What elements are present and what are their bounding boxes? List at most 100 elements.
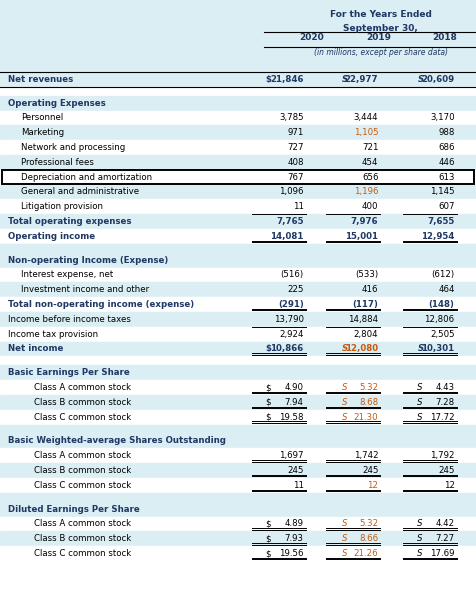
Text: 12,080: 12,080 (345, 344, 378, 353)
Text: Class A common stock: Class A common stock (34, 519, 131, 528)
Text: 4.90: 4.90 (285, 383, 304, 392)
Text: Class A common stock: Class A common stock (34, 383, 131, 392)
Text: 3,444: 3,444 (354, 114, 378, 123)
Text: 4.89: 4.89 (285, 519, 304, 528)
Text: 22,977: 22,977 (345, 75, 378, 84)
Bar (0, 478, 476, 493)
Text: Basic Weighted-average Shares Outstanding: Basic Weighted-average Shares Outstandin… (8, 436, 226, 445)
Text: Litigation provision: Litigation provision (21, 203, 103, 212)
Bar (0, 356, 476, 365)
Text: Total operating expenses: Total operating expenses (8, 217, 131, 226)
Text: 4.42: 4.42 (436, 519, 455, 528)
Text: 225: 225 (287, 285, 304, 294)
Text: (117): (117) (353, 300, 378, 309)
Text: Non-operating Income (Expense): Non-operating Income (Expense) (8, 255, 168, 264)
Text: 20,609: 20,609 (421, 75, 455, 84)
Text: 11: 11 (293, 481, 304, 490)
Text: 245: 245 (438, 466, 455, 475)
Text: 10,866: 10,866 (270, 344, 304, 353)
Text: S: S (342, 413, 347, 422)
Text: (in millions, except per share data): (in millions, except per share data) (314, 48, 448, 57)
Text: 607: 607 (438, 203, 455, 212)
Text: 2020: 2020 (299, 33, 324, 42)
Bar (2, 170, 474, 184)
Text: Marketing: Marketing (21, 128, 64, 137)
Text: S: S (417, 413, 423, 422)
Bar (0, 253, 476, 267)
Bar (0, 155, 476, 170)
Text: 14,081: 14,081 (270, 232, 304, 241)
Text: 8.66: 8.66 (359, 534, 378, 543)
Text: 1,697: 1,697 (279, 451, 304, 460)
Text: S: S (342, 383, 347, 392)
Text: (291): (291) (278, 300, 304, 309)
Text: Class A common stock: Class A common stock (34, 451, 131, 460)
Text: General and administrative: General and administrative (21, 188, 139, 197)
Text: $: $ (266, 344, 272, 353)
Text: 988: 988 (438, 128, 455, 137)
Text: 8.68: 8.68 (359, 398, 378, 407)
Text: 1,096: 1,096 (279, 188, 304, 197)
Text: 19.56: 19.56 (279, 549, 304, 558)
Text: S: S (417, 398, 423, 407)
Bar (0, 297, 476, 312)
Text: S: S (342, 344, 348, 353)
Bar (0, 448, 476, 463)
Text: $: $ (266, 549, 271, 558)
Text: 7,976: 7,976 (351, 217, 378, 226)
Text: 446: 446 (438, 158, 455, 167)
Text: 1,145: 1,145 (430, 188, 455, 197)
Text: S: S (417, 519, 423, 528)
Text: Class C common stock: Class C common stock (34, 549, 131, 558)
Bar (0, 531, 476, 546)
Text: 5.32: 5.32 (359, 519, 378, 528)
Text: 15,001: 15,001 (346, 232, 378, 241)
Bar (0, 502, 476, 517)
Bar (0, 185, 476, 200)
Bar (0, 380, 476, 395)
Text: 613: 613 (438, 172, 455, 182)
Bar (0, 341, 476, 356)
Text: S: S (342, 534, 347, 543)
Text: 2019: 2019 (366, 33, 391, 42)
Text: 5.32: 5.32 (359, 383, 378, 392)
Bar (0, 96, 476, 111)
Text: 2,804: 2,804 (354, 330, 378, 339)
Text: $: $ (266, 75, 272, 84)
Text: September 30,: September 30, (343, 24, 418, 33)
Text: 21.26: 21.26 (354, 549, 378, 558)
Text: Class C common stock: Class C common stock (34, 481, 131, 490)
Text: 656: 656 (362, 172, 378, 182)
Text: 7.27: 7.27 (436, 534, 455, 543)
Text: Operating Expenses: Operating Expenses (8, 99, 106, 108)
Text: 727: 727 (287, 143, 304, 152)
Bar (0, 244, 476, 253)
Text: Total non-operating income (expense): Total non-operating income (expense) (8, 300, 194, 309)
Text: 7.93: 7.93 (285, 534, 304, 543)
Bar (0, 87, 476, 96)
Bar (0, 267, 476, 282)
Text: Class B common stock: Class B common stock (34, 534, 131, 543)
Text: 454: 454 (362, 158, 378, 167)
Text: S: S (417, 344, 424, 353)
Text: 13,790: 13,790 (274, 315, 304, 324)
Text: $: $ (266, 519, 271, 528)
Text: 1,196: 1,196 (354, 188, 378, 197)
Text: (516): (516) (280, 270, 304, 279)
Text: $: $ (266, 534, 271, 543)
Text: 7,765: 7,765 (276, 217, 304, 226)
Bar (0, 312, 476, 327)
Text: Net income: Net income (8, 344, 63, 353)
Bar (0, 282, 476, 297)
Bar (0, 410, 476, 424)
Text: 1,792: 1,792 (430, 451, 455, 460)
Bar (0, 0, 476, 72)
Text: 245: 245 (287, 466, 304, 475)
Text: 3,785: 3,785 (279, 114, 304, 123)
Bar (0, 463, 476, 478)
Text: Income tax provision: Income tax provision (8, 330, 98, 339)
Text: 7,655: 7,655 (427, 217, 455, 226)
Text: Network and processing: Network and processing (21, 143, 125, 152)
Text: (612): (612) (431, 270, 455, 279)
Text: Operating income: Operating income (8, 232, 95, 241)
